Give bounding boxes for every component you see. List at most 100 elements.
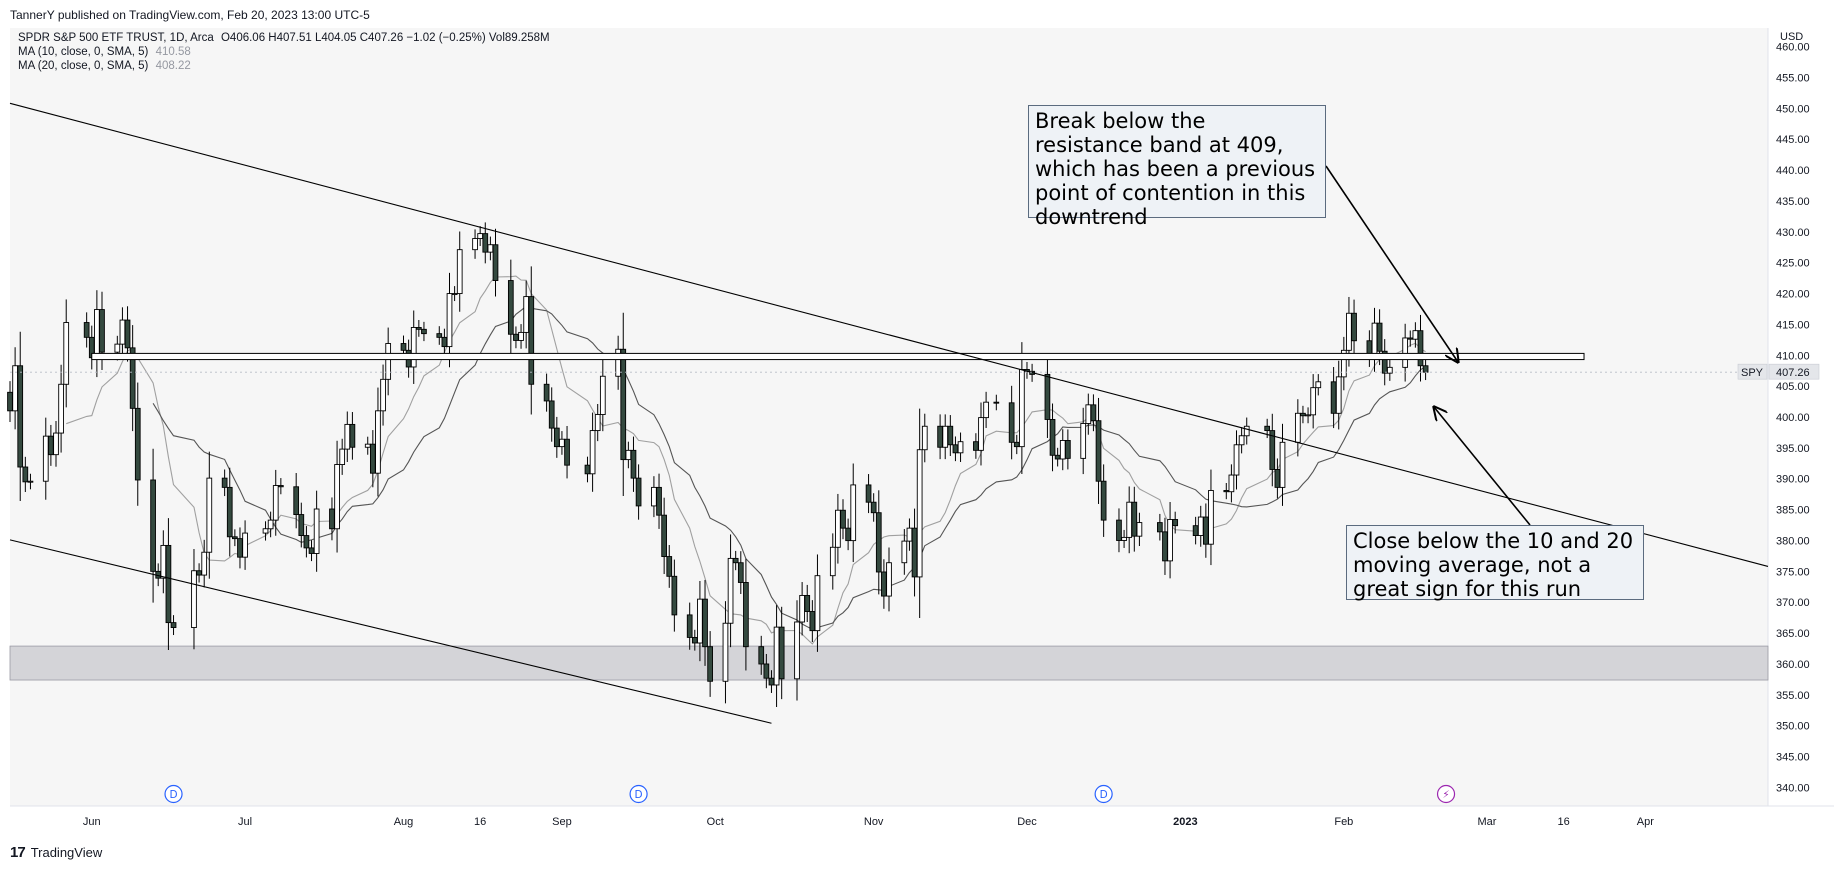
candle-body [7, 391, 13, 412]
candle-body [1238, 435, 1245, 446]
y-tick-label: 460.00 [1776, 42, 1810, 54]
annotation-resistance[interactable]: Break below the resistance band at 409, … [1028, 105, 1326, 229]
candle-body [732, 557, 739, 564]
earnings-marker[interactable]: ⚡ [1436, 784, 1456, 804]
candle-body [1192, 525, 1199, 537]
candle-body [661, 514, 667, 557]
candle-body [589, 430, 596, 475]
candle [27, 473, 34, 490]
candle [1305, 407, 1311, 424]
x-tick-label: Feb [1334, 816, 1353, 828]
x-tick-label: Nov [864, 816, 884, 828]
candle-body [737, 562, 744, 583]
candle-body [262, 528, 269, 534]
candle-body [1223, 490, 1230, 493]
x-tick-label: Mar [1477, 816, 1496, 828]
y-tick-label: 365.00 [1776, 628, 1810, 640]
candle [840, 499, 846, 540]
candle-body [272, 485, 279, 521]
candle-body [707, 646, 713, 682]
candle-body [58, 383, 64, 434]
candle-body [1172, 519, 1179, 527]
candle-body [492, 244, 499, 281]
candle-body [48, 435, 54, 456]
candle-body [594, 414, 601, 432]
candle [421, 321, 427, 342]
x-tick-label: Sep [552, 816, 572, 828]
candle-body [651, 486, 657, 507]
candle [978, 402, 984, 466]
y-tick-label: 395.00 [1776, 443, 1810, 455]
candlestick-chart[interactable]: 460.00 455.00 450.00 445.00 440.00 435.00 430.… [0, 28, 1834, 838]
candle-body [94, 309, 100, 359]
candle [129, 325, 136, 432]
candle-body [334, 464, 340, 530]
candle [564, 425, 570, 479]
candle [17, 331, 24, 501]
candle [886, 547, 892, 612]
candle-body [656, 486, 662, 516]
candle-body [620, 348, 627, 461]
symbol-legend: SPDR S&P 500 ETF TRUST, 1D, Arca O406.06… [18, 32, 550, 44]
candle-body [1167, 519, 1173, 562]
dividend-icon [629, 784, 648, 804]
candle-body [1126, 501, 1133, 538]
candle [635, 464, 642, 520]
candle-body [548, 400, 555, 429]
candle [1279, 423, 1286, 506]
dividend-marker[interactable]: D [164, 784, 183, 804]
candle-body [150, 479, 156, 572]
dividend-marker[interactable]: D [1094, 784, 1113, 804]
candle-body [942, 425, 949, 448]
candle [1049, 403, 1056, 472]
candle-body [850, 484, 857, 542]
candle [993, 394, 1000, 411]
y-tick-label: 385.00 [1776, 505, 1810, 517]
candle [957, 432, 964, 462]
candle-body [978, 417, 984, 451]
candle [170, 615, 177, 636]
candle [1172, 511, 1179, 534]
candle [656, 473, 662, 529]
candle-body [1412, 330, 1419, 340]
candle-body [1085, 404, 1092, 424]
candle-body [1402, 337, 1409, 368]
candle-body [973, 441, 979, 451]
x-tick-label: Apr [1637, 816, 1654, 828]
candle [1167, 502, 1173, 579]
annotation-moving-average[interactable]: Close below the 10 and 20 moving average… [1346, 525, 1644, 601]
candle [671, 559, 678, 632]
x-tick-label: 16 [474, 816, 486, 828]
candle-body [799, 594, 805, 623]
candle-body [1340, 349, 1347, 378]
candle-body [114, 343, 121, 353]
ma10-legend: MA (10, close, 0, SMA, 5) 410.58 [18, 46, 191, 58]
resistance-band[interactable] [91, 352, 1585, 361]
candle-body [743, 582, 749, 648]
lower-channel-line[interactable] [9, 539, 772, 724]
candle [1310, 374, 1317, 429]
candle [380, 364, 386, 426]
publisher-line: TannerY published on TradingView.com, Fe… [10, 8, 370, 22]
candle [814, 554, 821, 652]
tradingview-logo[interactable]: 17 TradingView [10, 844, 102, 861]
candle-body [697, 598, 703, 644]
candle-body [303, 535, 310, 549]
candle [451, 286, 458, 302]
x-tick-label: 16 [1557, 816, 1569, 828]
candle [758, 635, 765, 675]
candle-body [1346, 312, 1352, 351]
candle-body [870, 501, 877, 514]
candle-body [339, 448, 346, 465]
candle [278, 478, 284, 495]
candle [707, 631, 713, 697]
dividend-marker[interactable]: D [629, 784, 648, 804]
candle [201, 539, 208, 588]
upper-channel-line[interactable] [9, 102, 1769, 567]
candle-body [451, 293, 458, 296]
candle [661, 497, 667, 575]
ticker-badge-bg [1737, 363, 1768, 380]
candle [22, 456, 29, 493]
candle-body [313, 508, 320, 554]
candle [267, 511, 274, 538]
